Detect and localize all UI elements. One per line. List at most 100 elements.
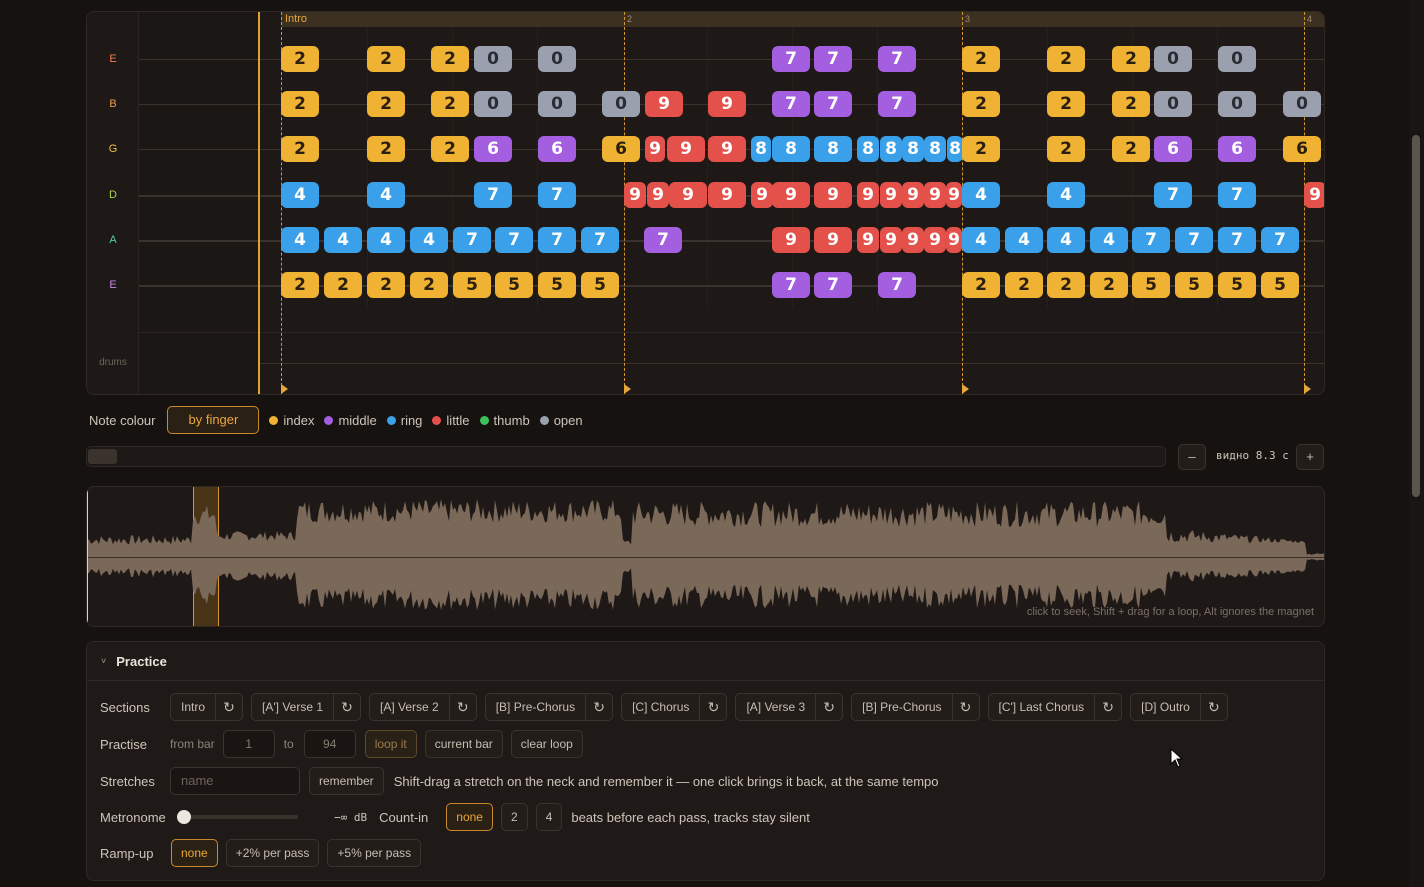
- tab-note[interactable]: 4: [281, 227, 319, 253]
- tab-note[interactable]: 9: [645, 136, 665, 162]
- tab-note[interactable]: 2: [1112, 91, 1150, 117]
- tab-note[interactable]: 7: [538, 227, 576, 253]
- tab-note[interactable]: 0: [1154, 91, 1192, 117]
- tab-note[interactable]: 7: [1261, 227, 1299, 253]
- tab-note[interactable]: 4: [367, 182, 405, 208]
- count-in-4-button[interactable]: 4: [535, 803, 563, 831]
- tab-note[interactable]: 4: [962, 182, 1000, 208]
- tab-note[interactable]: 4: [1047, 227, 1085, 253]
- timeline-scroll-thumb[interactable]: [88, 449, 117, 464]
- loop-section-icon[interactable]: ↻: [456, 699, 469, 715]
- collapse-caret-icon[interactable]: ˅: [101, 656, 107, 666]
- count-in-none-button[interactable]: none: [446, 803, 493, 831]
- tab-note[interactable]: 6: [1283, 136, 1321, 162]
- tab-note[interactable]: 2: [431, 91, 469, 117]
- loop-section-icon[interactable]: ↻: [593, 699, 605, 715]
- tab-note[interactable]: 2: [367, 91, 405, 117]
- tab-note[interactable]: 7: [644, 227, 682, 253]
- tab-note[interactable]: 7: [581, 227, 619, 253]
- tab-note[interactable]: 9: [924, 227, 946, 253]
- tab-note[interactable]: 9: [667, 136, 705, 162]
- section-name[interactable]: [A] Verse 3: [736, 694, 817, 720]
- section-button[interactable]: Intro ↻: [170, 693, 244, 721]
- rampup-2pct-button[interactable]: +2% per pass: [225, 839, 320, 867]
- tab-note[interactable]: 9: [669, 182, 707, 208]
- bar-marker[interactable]: [624, 384, 631, 394]
- tab-note[interactable]: 2: [962, 46, 1000, 72]
- section-name[interactable]: [C] Chorus: [622, 694, 701, 720]
- page-scroll-thumb[interactable]: [1412, 135, 1420, 497]
- tab-note[interactable]: 4: [410, 227, 448, 253]
- tab-note[interactable]: 7: [1175, 227, 1213, 253]
- zoom-out-button[interactable]: –: [1178, 444, 1206, 470]
- tab-note[interactable]: 6: [538, 136, 576, 162]
- tab-note[interactable]: 9: [880, 227, 902, 253]
- loop-it-button[interactable]: loop it: [364, 730, 417, 758]
- tab-note[interactable]: 9: [645, 91, 683, 117]
- tab-note[interactable]: 4: [1090, 227, 1128, 253]
- loop-section-icon[interactable]: ↻: [223, 699, 235, 715]
- section-name[interactable]: [D] Outro: [1131, 694, 1201, 720]
- tab-note[interactable]: 2: [367, 272, 405, 298]
- section-button[interactable]: [A] Verse 3 ↻: [735, 693, 844, 721]
- to-bar-input[interactable]: 94: [303, 730, 356, 758]
- tab-note[interactable]: 9: [946, 182, 962, 208]
- section-button[interactable]: [A'] Verse 1 ↻: [251, 693, 362, 721]
- practice-header[interactable]: ˅ Practice: [87, 642, 1324, 681]
- loop-section-icon[interactable]: ↻: [1102, 699, 1115, 715]
- tab-note[interactable]: 4: [1005, 227, 1043, 253]
- tab-note[interactable]: 0: [538, 46, 576, 72]
- tab-note[interactable]: 2: [324, 272, 362, 298]
- drums-lane[interactable]: [139, 332, 1324, 394]
- tab-note[interactable]: 2: [1047, 272, 1085, 298]
- tab-note[interactable]: 0: [1218, 46, 1256, 72]
- tab-note[interactable]: 9: [647, 182, 669, 208]
- tab-note[interactable]: 5: [1132, 272, 1170, 298]
- tab-note[interactable]: 4: [281, 182, 319, 208]
- tab-note[interactable]: 2: [431, 136, 469, 162]
- section-button[interactable]: [C] Chorus ↻: [621, 693, 728, 721]
- tab-note[interactable]: 0: [1218, 91, 1256, 117]
- tab-note[interactable]: 7: [814, 46, 852, 72]
- tab-note[interactable]: 4: [1047, 182, 1085, 208]
- metronome-slider-knob[interactable]: [177, 810, 191, 824]
- tab-note[interactable]: 9: [708, 182, 746, 208]
- tab-note[interactable]: 2: [410, 272, 448, 298]
- tab-note[interactable]: 6: [1218, 136, 1256, 162]
- section-name[interactable]: [B] Pre-Chorus: [852, 694, 953, 720]
- tab-note[interactable]: 9: [772, 227, 810, 253]
- tab-note[interactable]: 9: [902, 227, 924, 253]
- section-name[interactable]: [C'] Last Chorus: [989, 694, 1096, 720]
- tab-note[interactable]: 7: [772, 46, 810, 72]
- tab-note[interactable]: 7: [1218, 227, 1256, 253]
- tab-note[interactable]: 7: [1218, 182, 1256, 208]
- tab-note[interactable]: 2: [962, 91, 1000, 117]
- bar-strip[interactable]: [281, 12, 1324, 27]
- loop-section-icon[interactable]: ↻: [823, 699, 835, 715]
- tab-note[interactable]: 7: [474, 182, 512, 208]
- tab-note[interactable]: 7: [814, 91, 852, 117]
- tab-note[interactable]: 9: [772, 182, 810, 208]
- bar-marker[interactable]: [281, 384, 288, 394]
- tab-note[interactable]: 5: [1175, 272, 1213, 298]
- zoom-in-button[interactable]: +: [1296, 444, 1324, 470]
- tab-note[interactable]: 7: [772, 272, 810, 298]
- tab-note[interactable]: 7: [878, 46, 916, 72]
- rampup-none-button[interactable]: none: [171, 839, 218, 867]
- current-bar-button[interactable]: current bar: [424, 730, 503, 758]
- tab-note[interactable]: 9: [924, 182, 946, 208]
- from-bar-input[interactable]: 1: [222, 730, 275, 758]
- tab-note[interactable]: 2: [431, 46, 469, 72]
- tab-note[interactable]: 8: [902, 136, 924, 162]
- tab-note[interactable]: 2: [1005, 272, 1043, 298]
- tab-note[interactable]: 9: [857, 227, 879, 253]
- tab-note[interactable]: 0: [474, 46, 512, 72]
- count-in-2-button[interactable]: 2: [500, 803, 528, 831]
- tab-note[interactable]: 8: [924, 136, 946, 162]
- tab-note[interactable]: 2: [1090, 272, 1128, 298]
- tab-note[interactable]: 9: [902, 182, 924, 208]
- tab-note[interactable]: 2: [1112, 46, 1150, 72]
- tab-note[interactable]: 2: [1047, 46, 1085, 72]
- tab-note[interactable]: 0: [538, 91, 576, 117]
- tab-note[interactable]: 8: [751, 136, 771, 162]
